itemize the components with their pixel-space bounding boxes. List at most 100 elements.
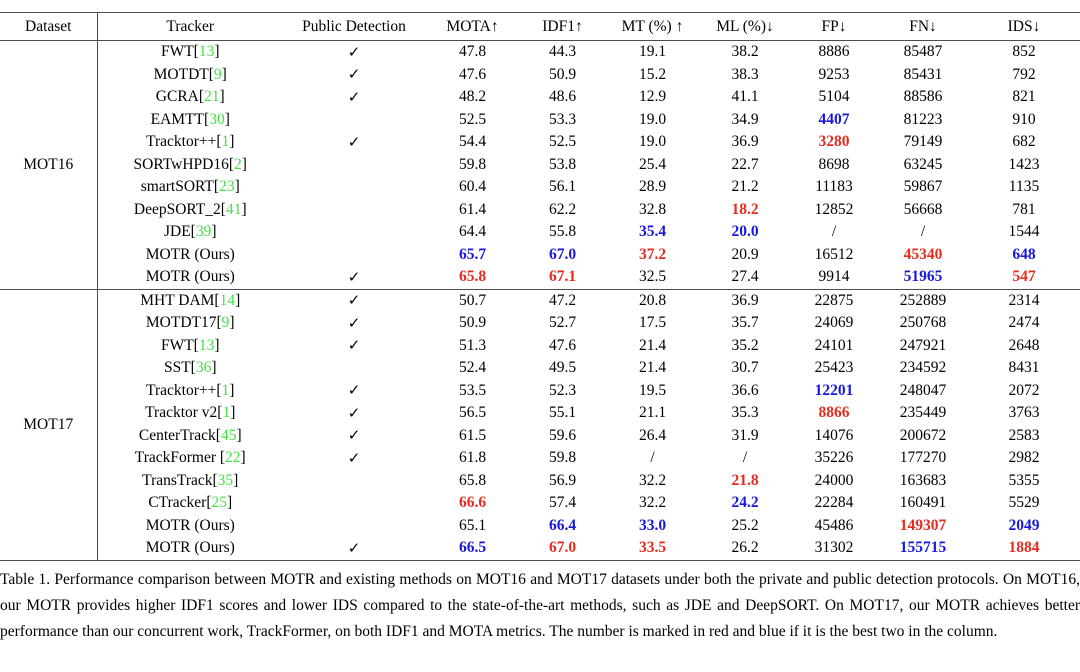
metric-cell-fn: 51965 — [878, 266, 968, 290]
metric-cell-ml: 41.1 — [731, 88, 759, 106]
metric-cell-mt: 21.4 — [638, 336, 667, 354]
metric-cell-ml: 36.9 — [731, 291, 759, 309]
paper-page: Dataset Tracker Public Detection MOTA↑ I… — [0, 12, 1080, 640]
public-detection-cell — [283, 357, 425, 380]
metric-cell-mt: 19.1 — [638, 43, 667, 61]
tracker-cell: MHT DAM[14] — [140, 291, 241, 309]
metric-cell-mota: 52.5 — [458, 110, 487, 128]
table-row: EAMTT[30] 52.5 53.3 19.0 34.9 4407 81223 910 — [0, 109, 1080, 132]
metric-cell-ids: 682 — [1012, 133, 1036, 151]
col-header-public-detection: Public Detection — [283, 12, 425, 41]
metric-cell-fn: 81223 — [903, 110, 943, 128]
table-caption: Table 1. Performance comparison between … — [0, 570, 1080, 640]
metric-cell-mt: 37.2 — [638, 245, 667, 263]
metric-cell-fp: 35226 — [814, 449, 854, 467]
metric-cell-fp: 14076 — [814, 426, 854, 444]
metric-cell-ids: 5355 — [1008, 471, 1040, 489]
col-header-dataset: Dataset — [0, 12, 98, 41]
metric-cell-mota: 47.8 — [458, 43, 487, 61]
tracker-cell: Tracktor v2[1] — [145, 404, 236, 422]
metric-cell-fn: 160491 — [899, 494, 947, 512]
public-detection-cell — [283, 154, 425, 177]
public-detection-cell: ✓ — [283, 289, 425, 312]
metric-cell-mota: 54.4 — [458, 133, 487, 151]
tracker-cell: EAMTT[30] — [150, 110, 230, 128]
public-detection-cell — [283, 244, 425, 267]
metric-cell-fp: 22875 — [814, 291, 854, 309]
metric-cell-mota: 50.7 — [458, 291, 487, 309]
metric-cell-mota: 64.4 — [458, 223, 487, 241]
dataset-cell: MOT16 — [0, 40, 98, 290]
table-row: Tracktor++[1] ✓ 53.5 52.3 19.5 36.6 12201 24804… — [0, 380, 1080, 403]
metric-cell-mota: 51.3 — [458, 336, 487, 354]
table-row: GCRA[21] ✓ 48.2 48.6 12.9 41.1 5104 88586 821 — [0, 86, 1080, 109]
metric-cell-ml: 26.2 — [700, 537, 790, 561]
metric-cell-idf1: 47.6 — [548, 336, 577, 354]
metric-cell-ml: 36.6 — [731, 381, 759, 399]
metric-cell-idf1: 53.8 — [548, 155, 577, 173]
citation-number: 14 — [219, 291, 236, 309]
metric-cell-mota: 61.4 — [458, 200, 487, 218]
table-row: Tracktor++[1] ✓ 54.4 52.5 19.0 36.9 3280 79149 6… — [0, 131, 1080, 154]
checkmark-icon: ✓ — [347, 338, 361, 355]
metric-cell-mt: 21.1 — [638, 404, 667, 422]
metric-cell-mota: 66.5 — [425, 537, 520, 561]
results-table: Dataset Tracker Public Detection MOTA↑ I… — [0, 12, 1080, 561]
public-detection-cell: ✓ — [283, 312, 425, 335]
public-detection-cell: ✓ — [283, 131, 425, 154]
metric-cell-ml: 20.9 — [731, 245, 759, 263]
metric-cell-fn: 85431 — [903, 65, 943, 83]
metric-cell-fp: 12852 — [814, 200, 854, 218]
checkmark-icon: ✓ — [347, 293, 361, 310]
metric-cell-mota: 65.8 — [425, 266, 520, 290]
citation-number: 22 — [225, 449, 241, 467]
col-header-mota: MOTA↑ — [425, 12, 520, 41]
table-row: SORTwHPD16[2] 59.8 53.8 25.4 22.7 8698 63245 14… — [0, 154, 1080, 177]
public-detection-cell — [283, 109, 425, 132]
checkmark-icon: ✓ — [347, 44, 361, 61]
tracker-cell: DeepSORT_2[41] — [133, 200, 247, 218]
metric-cell-mota: 52.4 — [458, 359, 487, 377]
metric-cell-ids: 2049 — [1008, 516, 1040, 534]
metric-cell-ml: 35.3 — [731, 404, 759, 422]
checkmark-icon: ✓ — [347, 269, 361, 286]
table-row: JDE[39] 64.4 55.8 35.4 20.0 / / 1544 — [0, 221, 1080, 244]
metric-cell-ids: 2648 — [1008, 336, 1040, 354]
metric-cell-idf1: 59.8 — [548, 449, 577, 467]
tracker-cell: TransTrack[35] — [142, 471, 239, 489]
public-detection-cell — [283, 492, 425, 515]
tracker-cell: CTracker[25] — [148, 494, 233, 512]
header-row: Dataset Tracker Public Detection MOTA↑ I… — [0, 12, 1080, 41]
metric-cell-mt: 17.5 — [638, 314, 667, 332]
tracker-cell: GCRA[21] — [155, 88, 225, 106]
public-detection-cell: ✓ — [283, 425, 425, 448]
metric-cell-ids: 852 — [1012, 43, 1036, 61]
metric-cell-idf1: 67.1 — [520, 266, 605, 290]
metric-cell-idf1: 55.1 — [548, 404, 577, 422]
metric-cell-ml: 38.2 — [731, 43, 759, 61]
metric-cell-ids: 1544 — [1008, 223, 1040, 241]
checkmark-icon: ✓ — [347, 383, 361, 400]
metric-cell-fp: 31302 — [790, 537, 878, 561]
col-header-fp: FP↓ — [790, 12, 878, 41]
citation-number: 25 — [211, 494, 227, 512]
metric-cell-mota: 59.8 — [458, 155, 487, 173]
public-detection-cell: ✓ — [283, 402, 425, 425]
metric-cell-fn: 63245 — [903, 155, 943, 173]
metric-cell-mt: 32.5 — [605, 266, 700, 290]
tracker-cell: MOTDT[9] — [153, 65, 227, 83]
public-detection-cell: ✓ — [283, 447, 425, 470]
citation-number: 21 — [204, 88, 220, 106]
metric-cell-idf1: 50.9 — [548, 65, 577, 83]
metric-cell-fp: / — [831, 223, 837, 241]
public-detection-cell — [283, 221, 425, 244]
metric-cell-mt: 28.9 — [638, 178, 667, 196]
metric-cell-idf1: 66.4 — [548, 516, 577, 534]
metric-cell-mt: 35.4 — [638, 223, 667, 241]
public-detection-cell: ✓ — [283, 41, 425, 64]
metric-cell-ml: 25.2 — [731, 516, 759, 534]
metric-cell-fp: 9914 — [790, 266, 878, 290]
tracker-cell: FWT[13] — [160, 43, 220, 61]
metric-cell-mota: 47.6 — [458, 65, 487, 83]
citation-number: 36 — [195, 359, 212, 377]
